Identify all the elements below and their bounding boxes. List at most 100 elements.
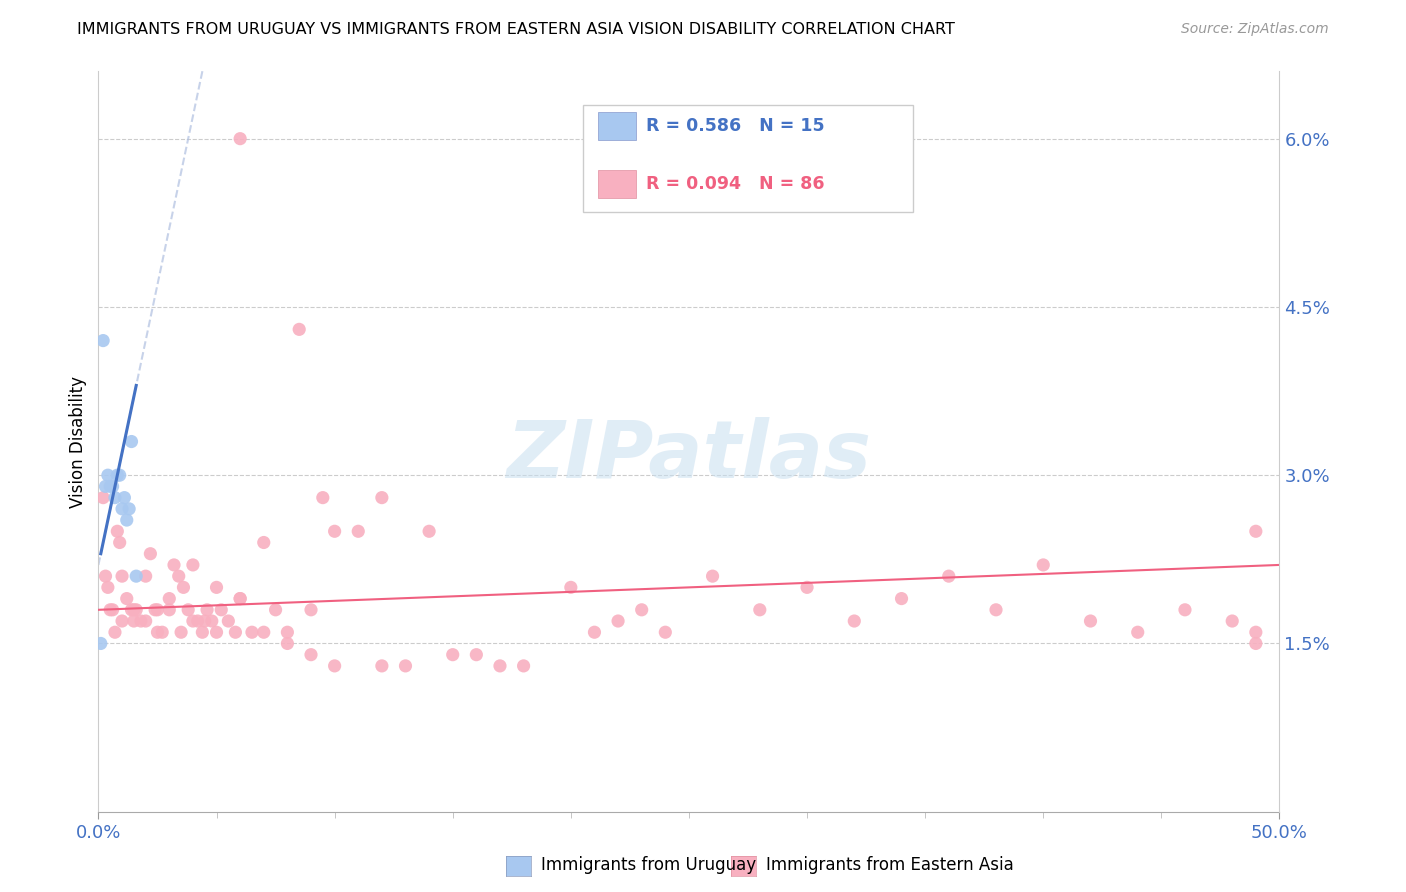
Point	[108, 468, 131, 483]
Point	[112, 491, 135, 505]
Point	[489, 659, 512, 673]
Text: Immigrants from Uruguay: Immigrants from Uruguay	[541, 856, 756, 874]
Point	[104, 491, 127, 505]
Point	[299, 603, 322, 617]
Point	[163, 558, 186, 572]
Point	[890, 591, 912, 606]
Point	[187, 614, 209, 628]
Point	[209, 603, 232, 617]
Point	[91, 334, 114, 348]
Point	[108, 535, 131, 549]
Point	[125, 569, 148, 583]
Point	[229, 591, 252, 606]
Point	[191, 625, 214, 640]
Point	[288, 322, 311, 336]
Point	[205, 625, 228, 640]
Point	[101, 603, 124, 617]
Point	[97, 468, 120, 483]
Point	[371, 659, 394, 673]
Point	[115, 513, 138, 527]
Point	[607, 614, 630, 628]
Point	[253, 625, 276, 640]
Point	[201, 614, 224, 628]
Point	[121, 434, 143, 449]
Point	[98, 479, 121, 493]
Point	[172, 580, 194, 594]
Point	[98, 603, 121, 617]
Point	[560, 580, 582, 594]
Bar	[598, 170, 637, 198]
Point	[229, 591, 252, 606]
Bar	[598, 112, 637, 140]
Text: IMMIGRANTS FROM URUGUAY VS IMMIGRANTS FROM EASTERN ASIA VISION DISABILITY CORREL: IMMIGRANTS FROM URUGUAY VS IMMIGRANTS FR…	[77, 22, 955, 37]
Point	[146, 603, 169, 617]
Point	[205, 580, 228, 594]
Point	[276, 636, 298, 650]
Point	[135, 614, 157, 628]
Point	[177, 603, 200, 617]
Point	[104, 625, 127, 640]
Point	[167, 569, 190, 583]
Text: Source: ZipAtlas.com: Source: ZipAtlas.com	[1181, 22, 1329, 37]
Text: R = 0.094   N = 86: R = 0.094 N = 86	[645, 176, 824, 194]
Point	[984, 603, 1007, 617]
Point	[748, 603, 770, 617]
Point	[111, 569, 134, 583]
Point	[94, 479, 117, 493]
Point	[91, 491, 114, 505]
Point	[1244, 524, 1267, 539]
Point	[143, 603, 166, 617]
Point	[181, 558, 204, 572]
Y-axis label: Vision Disability: Vision Disability	[69, 376, 87, 508]
Point	[512, 659, 534, 673]
Point	[1126, 625, 1149, 640]
Point	[465, 648, 488, 662]
Point	[1080, 614, 1102, 628]
Point	[195, 603, 218, 617]
Point	[194, 614, 217, 628]
Point	[844, 614, 866, 628]
Point	[323, 524, 346, 539]
Point	[139, 547, 162, 561]
Point	[129, 614, 152, 628]
Point	[323, 659, 346, 673]
Point	[170, 625, 193, 640]
Point	[1244, 636, 1267, 650]
Point	[135, 569, 157, 583]
Point	[125, 603, 148, 617]
Text: ZIPatlas: ZIPatlas	[506, 417, 872, 495]
Point	[181, 614, 204, 628]
Point	[312, 491, 335, 505]
Text: R = 0.586   N = 15: R = 0.586 N = 15	[645, 118, 824, 136]
Point	[90, 636, 112, 650]
Point	[111, 501, 134, 516]
Point	[654, 625, 676, 640]
Point	[1220, 614, 1243, 628]
Point	[418, 524, 440, 539]
Point	[276, 625, 298, 640]
Point	[217, 614, 239, 628]
Point	[394, 659, 416, 673]
Point	[1174, 603, 1197, 617]
Point	[94, 569, 117, 583]
Point	[347, 524, 370, 539]
Point	[1032, 558, 1054, 572]
Point	[264, 603, 287, 617]
Point	[115, 591, 138, 606]
Point	[101, 479, 124, 493]
Point	[229, 131, 252, 145]
Point	[240, 625, 263, 640]
Point	[583, 625, 606, 640]
Point	[224, 625, 246, 640]
Point	[157, 603, 180, 617]
Point	[938, 569, 960, 583]
Point	[121, 603, 143, 617]
Point	[299, 648, 322, 662]
Point	[122, 614, 145, 628]
Point	[1244, 625, 1267, 640]
Point	[702, 569, 724, 583]
Point	[105, 524, 128, 539]
Point	[111, 614, 134, 628]
Point	[630, 603, 652, 617]
Point	[253, 535, 276, 549]
